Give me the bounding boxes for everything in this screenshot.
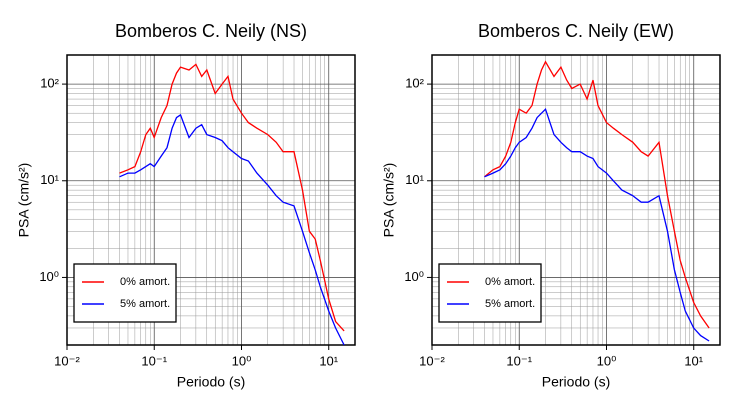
series-line <box>484 107 710 342</box>
x-tick-label: 10⁻² <box>54 353 80 368</box>
legend-box <box>438 263 542 323</box>
series-line <box>119 113 345 346</box>
y-tick-label: 10¹ <box>40 172 59 187</box>
y-tick-label: 10⁰ <box>39 269 59 284</box>
legend-label: 0% amort. <box>485 276 535 288</box>
series-line <box>119 63 345 332</box>
plot-frame <box>66 54 356 346</box>
legend-label: 0% amort. <box>120 276 170 288</box>
x-tick-label: 10¹ <box>684 353 703 368</box>
legend-box <box>73 263 177 323</box>
y-axis-label: PSA (cm/s²) <box>16 163 32 238</box>
y-tick-label: 10² <box>40 76 59 91</box>
legend-label: 5% amort. <box>485 298 535 310</box>
x-tick-label: 10⁰ <box>232 353 252 368</box>
chart-title: Bomberos C. Neily (EW) <box>478 21 674 41</box>
y-tick-label: 10¹ <box>405 172 424 187</box>
legend-label: 5% amort. <box>120 298 170 310</box>
x-tick-label: 10⁰ <box>597 353 617 368</box>
x-tick-label: 10⁻¹ <box>141 353 167 368</box>
y-tick-label: 10² <box>405 76 424 91</box>
x-axis-label: Periodo (s) <box>542 374 610 390</box>
y-axis-label: PSA (cm/s²) <box>381 163 397 238</box>
series-line <box>484 60 710 329</box>
x-tick-label: 10⁻¹ <box>506 353 532 368</box>
plot-frame <box>431 54 721 346</box>
x-tick-label: 10¹ <box>319 353 338 368</box>
y-tick-label: 10⁰ <box>404 269 424 284</box>
x-axis-label: Periodo (s) <box>177 374 245 390</box>
chart-title: Bomberos C. Neily (NS) <box>115 21 307 41</box>
x-tick-label: 10⁻² <box>419 353 445 368</box>
